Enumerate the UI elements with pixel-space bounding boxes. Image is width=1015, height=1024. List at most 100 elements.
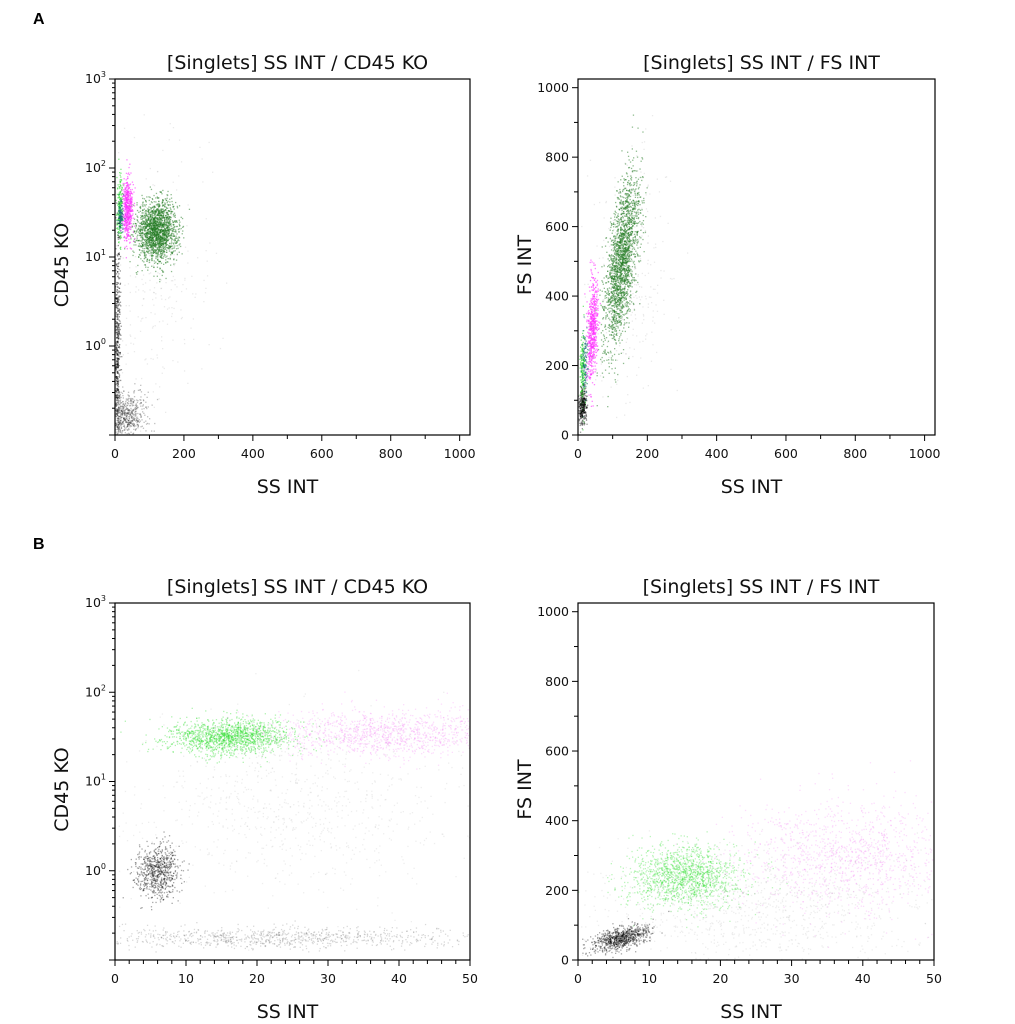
- event-dot: [127, 234, 130, 236]
- event-dot: [121, 414, 123, 416]
- event-dot: [130, 422, 132, 424]
- event-dot: [142, 235, 144, 237]
- event-dot: [116, 413, 119, 415]
- event-dot: [144, 414, 146, 416]
- event-dot: [139, 420, 141, 422]
- event-dot: [149, 246, 151, 249]
- event-dot: [159, 231, 161, 233]
- event-dot: [119, 215, 122, 218]
- event-dot: [145, 224, 147, 226]
- event-dot: [123, 195, 125, 198]
- event-dot: [166, 237, 169, 239]
- event-dot: [140, 391, 143, 393]
- event-dot: [117, 184, 119, 186]
- event-dot: [126, 215, 128, 217]
- event-dot: [154, 249, 156, 251]
- event-dot: [179, 224, 181, 227]
- event-dot: [614, 318, 616, 321]
- event-dot: [117, 244, 119, 247]
- event-dot: [160, 295, 162, 297]
- event-dot: [116, 426, 118, 428]
- event-dot: [154, 209, 157, 211]
- event-dot: [135, 411, 137, 413]
- event-dot: [152, 224, 154, 226]
- event-dot: [156, 357, 159, 359]
- event-dot: [157, 239, 159, 241]
- event-dot: [118, 379, 120, 382]
- event-dot: [139, 232, 141, 235]
- event-dot: [129, 409, 131, 412]
- event-dot: [135, 286, 137, 288]
- event-dot: [126, 211, 128, 213]
- event-dot: [174, 245, 176, 247]
- event-dot: [117, 188, 119, 190]
- event-dot: [172, 203, 174, 206]
- event-dot: [600, 332, 602, 334]
- event-dot: [116, 348, 118, 351]
- event-dot: [187, 382, 189, 384]
- event-dot: [621, 175, 623, 177]
- event-dot: [117, 219, 119, 221]
- event-dot: [118, 376, 120, 378]
- event-dot: [630, 206, 632, 208]
- event-dot: [159, 254, 161, 256]
- event-dot: [613, 333, 615, 335]
- event-dot: [116, 364, 118, 367]
- event-dot: [127, 202, 130, 204]
- event-dot: [128, 207, 130, 209]
- event-dot: [158, 204, 160, 206]
- event-dot: [117, 316, 119, 318]
- event-dot: [155, 249, 157, 251]
- event-dot: [153, 262, 156, 264]
- event-dot: [163, 234, 166, 236]
- event-dot: [174, 216, 176, 218]
- event-dot: [166, 251, 168, 253]
- event-dot: [121, 210, 124, 213]
- event-dot: [614, 330, 616, 332]
- event-dot: [118, 386, 120, 388]
- event-dot: [160, 241, 162, 243]
- event-dot: [116, 347, 118, 349]
- event-dot: [164, 198, 166, 200]
- event-dot: [170, 232, 173, 235]
- event-dot: [149, 186, 151, 188]
- event-dot: [614, 210, 616, 212]
- event-dot: [151, 239, 153, 242]
- event-dot: [130, 417, 133, 419]
- event-dot: [118, 430, 120, 432]
- event-dot: [130, 399, 132, 402]
- event-dot: [172, 235, 175, 237]
- event-dot: [170, 236, 172, 238]
- event-dot: [116, 354, 118, 356]
- event-dot: [169, 242, 171, 245]
- event-dot: [168, 307, 170, 309]
- event-dot: [117, 372, 119, 374]
- event-dot: [129, 310, 131, 312]
- event-dot: [142, 197, 144, 200]
- event-dot: [608, 352, 610, 354]
- event-dot: [170, 264, 172, 266]
- event-dot: [635, 202, 637, 204]
- event-dot: [133, 205, 136, 207]
- event-dot: [168, 227, 171, 229]
- event-dot: [147, 262, 150, 264]
- event-dot: [157, 233, 159, 236]
- event-dot: [128, 225, 130, 228]
- event-dot: [619, 188, 621, 191]
- event-dot: [165, 199, 167, 201]
- event-dot: [155, 293, 157, 295]
- event-dot: [158, 398, 160, 400]
- event-dot: [634, 202, 636, 204]
- event-dot: [148, 212, 150, 215]
- event-dot: [181, 217, 184, 220]
- event-dot: [133, 238, 136, 240]
- event-dot: [117, 363, 119, 365]
- event-dot: [120, 197, 122, 199]
- event-dot: [117, 325, 120, 327]
- event-dot: [123, 418, 125, 421]
- event-dot: [127, 283, 130, 285]
- event-dot: [130, 214, 132, 216]
- event-dot: [116, 385, 119, 387]
- event-dot: [127, 420, 130, 422]
- event-dot: [173, 307, 175, 310]
